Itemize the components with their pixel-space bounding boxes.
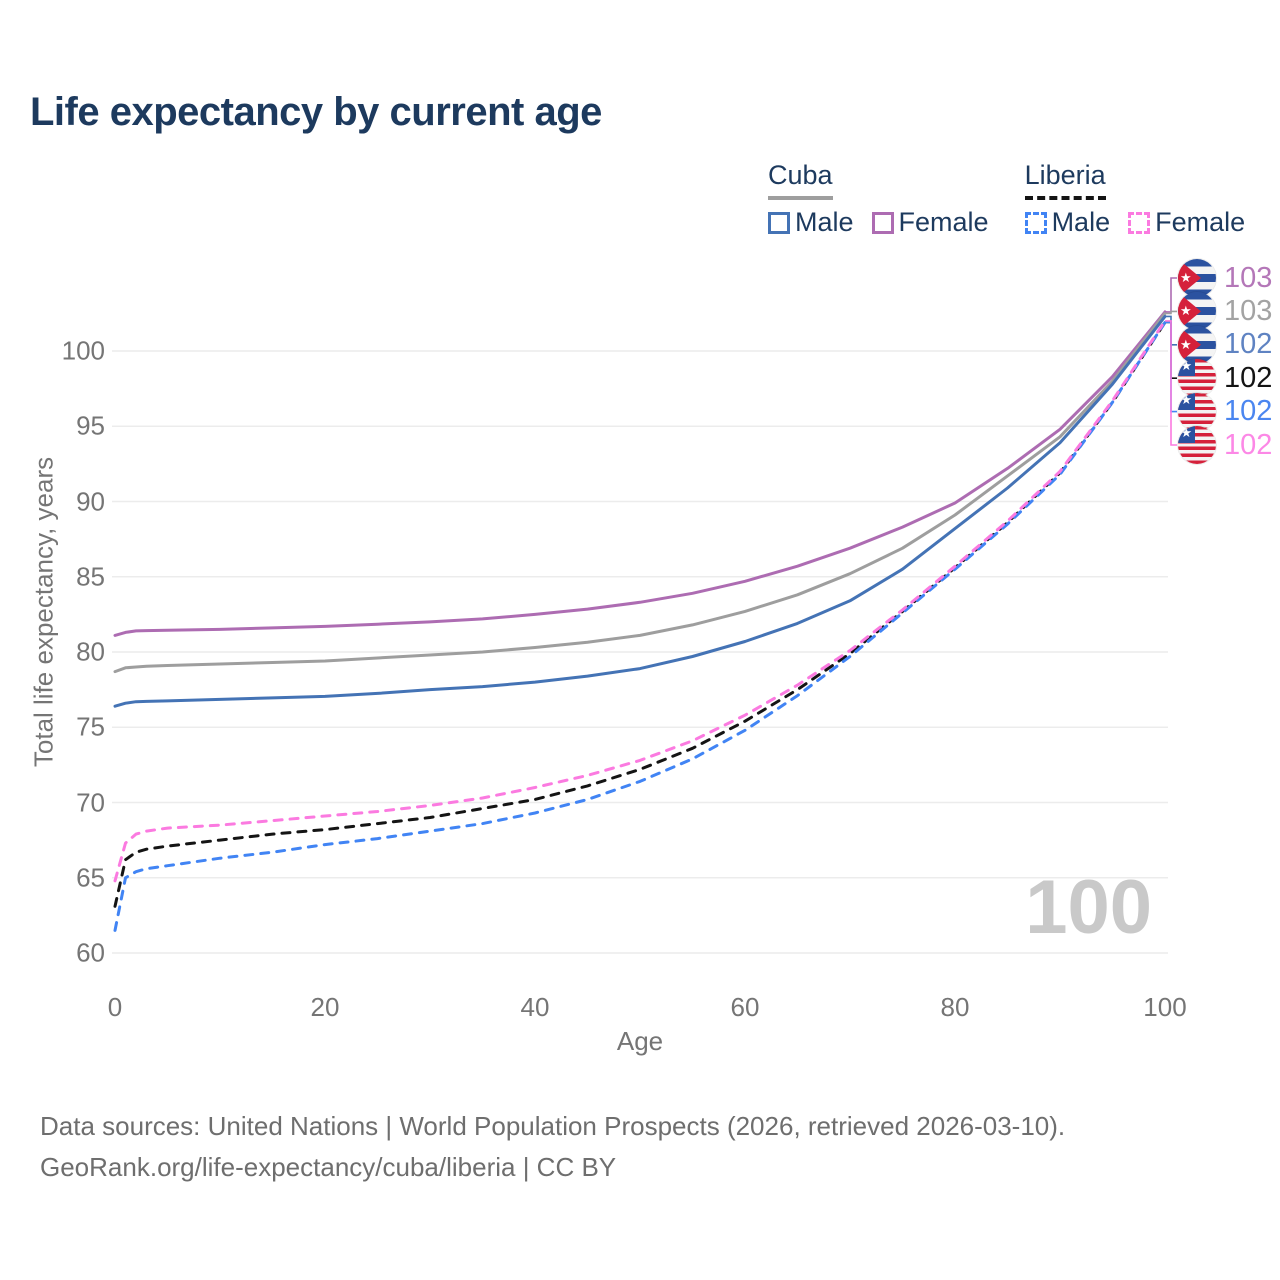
cuba-flag-icon	[1178, 325, 1216, 364]
footer: Data sources: United Nations | World Pop…	[40, 1106, 1065, 1188]
end-value-label: 102	[1224, 395, 1273, 428]
series-line-liberia-male[interactable]	[113, 320, 1167, 932]
legend-title-liberia[interactable]: Liberia	[1024, 160, 1106, 200]
end-connector-cuba-both-sexes	[1165, 310, 1177, 315]
end-label-row-cuba-both-sexes: 103	[1178, 292, 1273, 331]
cuba-male-swatch-icon	[768, 211, 790, 234]
end-label-row-liberia-female: 102	[1178, 426, 1272, 464]
liberia-flag-icon	[1178, 426, 1216, 464]
series-line-cuba-male[interactable]	[113, 314, 1167, 708]
legend-title-cuba[interactable]: Cuba	[768, 160, 833, 200]
cuba-flag-icon	[1178, 259, 1216, 297]
legend-row-cuba: Male Female	[768, 207, 989, 238]
x-tick-60: 60	[730, 992, 760, 1022]
end-connector-liberia-female	[1165, 320, 1177, 446]
footer-attribution: GeoRank.org/life-expectancy/cuba/liberia…	[40, 1152, 617, 1182]
legend-label-cuba-female: Female	[898, 207, 989, 237]
x-axis-title: Age	[616, 1026, 664, 1056]
y-tick-100: 100	[61, 335, 105, 366]
x-tick-80: 80	[940, 992, 970, 1022]
series-line-liberia-female[interactable]	[113, 319, 1167, 883]
end-value-label: 102	[1224, 361, 1273, 394]
end-label-row-liberia-male: 102	[1178, 392, 1273, 431]
page-title: Life expectancy by current age	[30, 90, 602, 134]
x-tick-0: 0	[107, 992, 123, 1022]
y-tick-70: 70	[76, 787, 105, 817]
legend-item-liberia-male[interactable]: Male	[1024, 207, 1111, 238]
liberia-female-swatch-icon	[1128, 211, 1151, 234]
legend-row-liberia: Male Female	[1024, 207, 1245, 238]
y-tick-75: 75	[76, 711, 105, 742]
series-line-liberia-both-sexes[interactable]	[113, 320, 1167, 908]
footer-sources: Data sources: United Nations | World Pop…	[40, 1111, 1066, 1141]
end-value-label: 102	[1224, 428, 1273, 461]
legend-group-liberia: Liberia Male Female	[1024, 160, 1245, 238]
legend: Cuba Male Female Liberia Male	[768, 160, 1245, 238]
y-tick-65: 65	[76, 862, 105, 893]
cuba-flag-icon	[1178, 292, 1216, 331]
y-tick-80: 80	[76, 636, 105, 667]
y-axis-title: Total life expectancy, years	[28, 456, 59, 768]
end-label-row-cuba-female: 103	[1178, 259, 1272, 297]
liberia-male-swatch-icon	[1024, 211, 1047, 234]
end-value-label: 103	[1224, 294, 1273, 327]
legend-label-liberia-male: Male	[1051, 207, 1111, 237]
end-value-label: 102	[1224, 328, 1273, 361]
end-connector-cuba-female	[1165, 277, 1177, 313]
cuba-female-swatch-icon	[871, 211, 894, 234]
y-tick-85: 85	[76, 561, 105, 592]
x-tick-100: 100	[1143, 992, 1187, 1022]
end-label-row-cuba-male: 102	[1178, 325, 1273, 364]
liberia-flag-icon	[1178, 392, 1216, 431]
series-line-cuba-both-sexes[interactable]	[113, 311, 1167, 674]
legend-label-cuba-male: Male	[795, 207, 854, 237]
x-tick-20: 20	[310, 992, 340, 1022]
liberia-flag-icon	[1178, 359, 1216, 398]
legend-item-cuba-female[interactable]: Female	[871, 207, 989, 238]
end-label-row-liberia-both-sexes: 102	[1178, 359, 1273, 398]
watermark-age-100: 100	[1025, 865, 1152, 950]
end-value-label: 103	[1224, 261, 1273, 294]
legend-item-liberia-female[interactable]: Female	[1128, 207, 1245, 238]
legend-item-cuba-male[interactable]: Male	[768, 207, 854, 238]
y-tick-95: 95	[76, 410, 105, 441]
legend-label-liberia-female: Female	[1155, 207, 1246, 237]
y-tick-90: 90	[76, 486, 105, 516]
x-tick-40: 40	[520, 992, 550, 1022]
series-line-cuba-female[interactable]	[113, 310, 1167, 637]
legend-group-cuba: Cuba Male Female	[768, 160, 989, 238]
y-tick-60: 60	[76, 937, 105, 968]
